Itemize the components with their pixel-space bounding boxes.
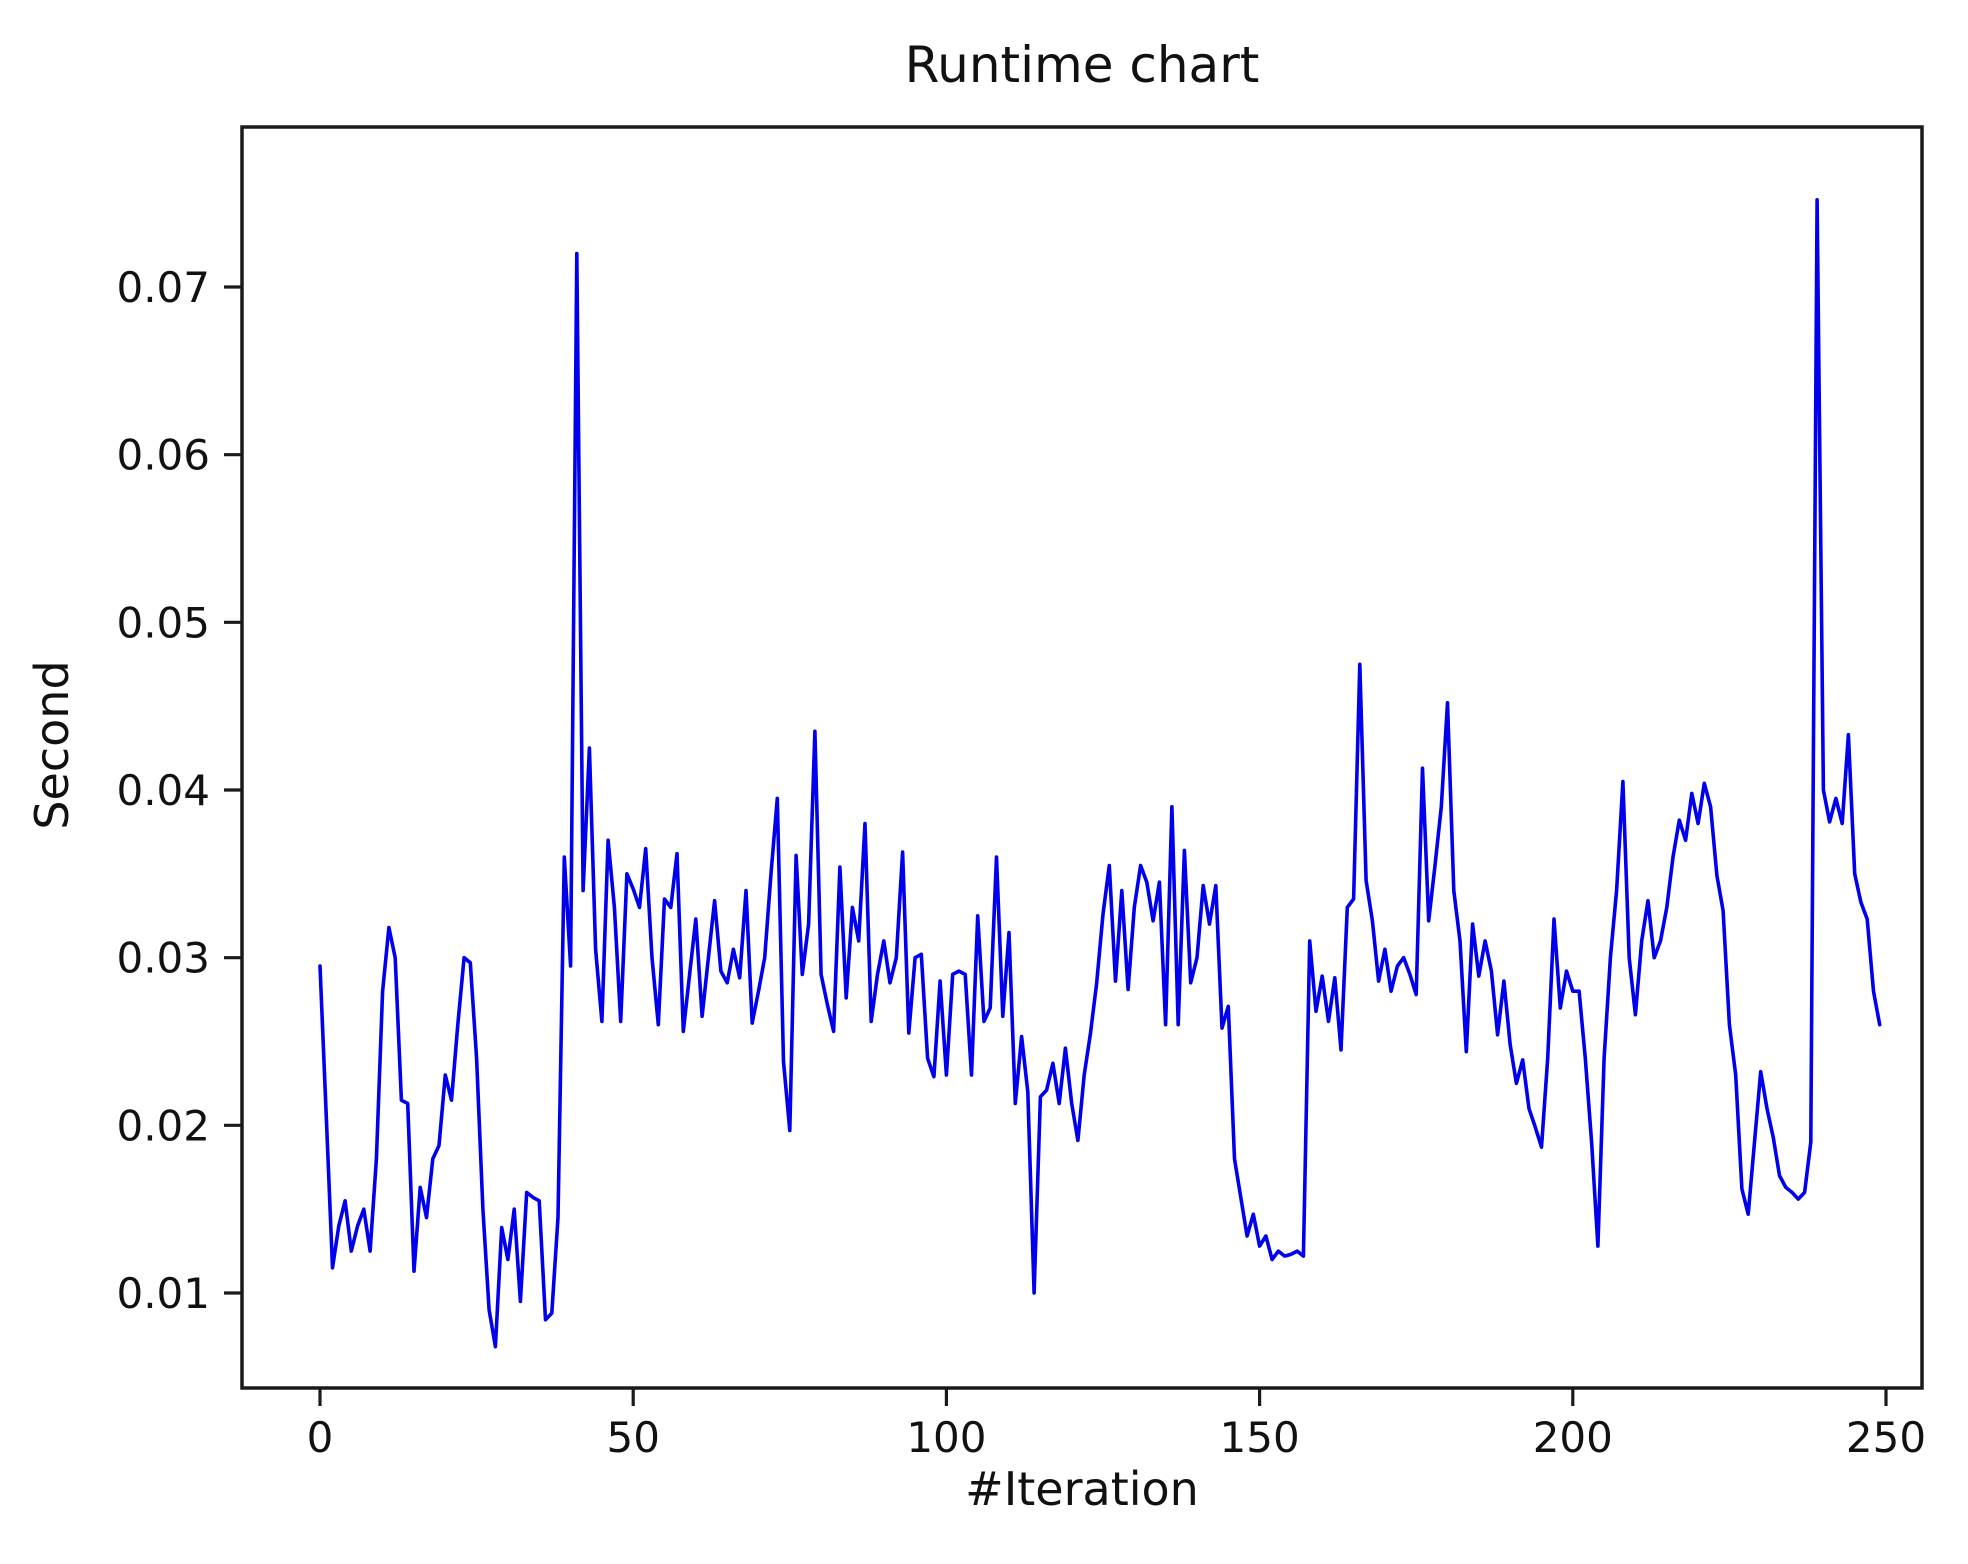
axis-ticks xyxy=(224,285,1888,1406)
x-tick-label: 250 xyxy=(1846,1413,1926,1462)
y-tick-label: 0.01 xyxy=(116,1269,210,1318)
x-tick-label: 100 xyxy=(906,1413,986,1462)
x-tick-label: 50 xyxy=(606,1413,659,1462)
y-tick-label: 0.03 xyxy=(116,934,210,983)
runtime-line-series xyxy=(318,198,1882,1349)
x-tick-label: 0 xyxy=(307,1413,334,1462)
chart-title: Runtime chart xyxy=(904,36,1260,94)
y-tick-label: 0.04 xyxy=(116,766,210,815)
axis-tick-labels: 0 50 100 150 200 250 0.01 0.02 0.03 0.04 0.05 0.06 0… xyxy=(116,263,1926,1462)
x-tick-label: 150 xyxy=(1220,1413,1300,1462)
y-axis-label: Second xyxy=(25,660,79,830)
x-axis-label: #Iteration xyxy=(965,1462,1199,1516)
y-tick-label: 0.06 xyxy=(116,431,210,480)
x-tick-label: 200 xyxy=(1533,1413,1613,1462)
y-tick-label: 0.05 xyxy=(116,598,210,647)
plot-border xyxy=(240,125,1924,1390)
y-tick-label: 0.07 xyxy=(116,263,210,312)
y-tick-label: 0.02 xyxy=(116,1101,210,1150)
